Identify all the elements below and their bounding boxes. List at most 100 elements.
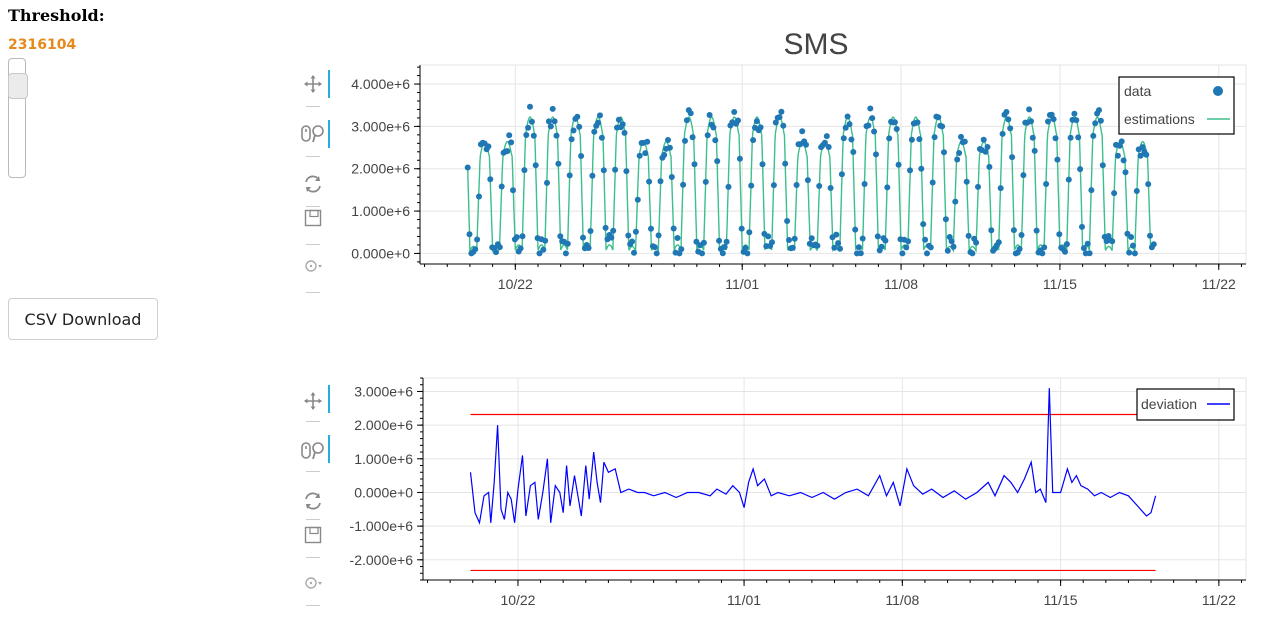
data-point	[882, 237, 889, 244]
csv-download-button[interactable]: CSV Download	[8, 298, 158, 340]
data-point	[525, 124, 532, 131]
data-point	[621, 129, 628, 136]
data-point	[746, 229, 753, 236]
bottom-y-tick-label: 1.000e+6	[354, 451, 413, 467]
data-point	[920, 221, 927, 228]
data-point	[931, 134, 938, 141]
data-point	[476, 193, 482, 200]
top-y-tick-label: 3.000e+6	[351, 118, 410, 134]
toolbar-divider	[306, 605, 320, 606]
data-point	[988, 227, 995, 234]
save-icon[interactable]	[298, 204, 328, 232]
hover-icon[interactable]	[298, 569, 328, 597]
data-point	[719, 250, 726, 257]
data-point	[1033, 227, 1040, 234]
data-point	[1080, 245, 1087, 252]
top-y-tick-label: 1.000e+6	[351, 203, 410, 219]
data-point	[924, 250, 930, 257]
wheel-zoom-icon[interactable]	[298, 120, 328, 148]
deviation-line	[469, 388, 1157, 525]
data-point	[608, 234, 615, 241]
top-x-tick-label: 11/01	[725, 276, 759, 292]
hover-icon[interactable]	[298, 252, 328, 280]
data-point	[735, 117, 741, 124]
data-point	[562, 250, 569, 257]
data-point	[757, 124, 764, 131]
data-point	[984, 144, 991, 150]
data-point	[918, 165, 925, 172]
reset-icon[interactable]	[298, 487, 328, 515]
data-point	[748, 182, 755, 189]
data-point	[648, 225, 654, 232]
data-point	[564, 240, 571, 247]
data-point	[644, 138, 651, 145]
data-point	[496, 244, 503, 251]
pan-active-indicator	[328, 385, 330, 413]
data-point	[545, 118, 552, 125]
data-point	[958, 133, 964, 140]
data-point	[716, 237, 723, 244]
data-point	[1139, 144, 1146, 151]
data-point	[1133, 188, 1140, 194]
save-icon[interactable]	[298, 521, 328, 549]
data-point	[466, 231, 473, 238]
data-point	[954, 156, 961, 163]
data-point	[867, 105, 874, 112]
data-point	[527, 103, 533, 110]
data-point	[689, 134, 696, 141]
data-point	[975, 183, 981, 190]
data-point	[493, 249, 499, 256]
data-point	[942, 216, 949, 223]
data-point	[738, 225, 745, 232]
top-y-tick-label: 4.000e+6	[351, 76, 410, 92]
wheel-zoom-icon[interactable]	[298, 437, 328, 465]
pan-icon[interactable]	[298, 387, 328, 415]
data-point	[956, 150, 963, 156]
data-point	[821, 139, 828, 146]
data-point	[1028, 118, 1034, 125]
data-point	[568, 136, 575, 143]
data-point	[939, 123, 946, 130]
data-point	[557, 233, 564, 240]
data-point	[570, 127, 577, 134]
top-chart-axes: 10/22 11/01 11/08 11/15 11/22 0.000e+0 1.000e+…	[351, 65, 1246, 292]
bottom-y-tick-label: 2.000e+6	[354, 417, 413, 433]
data-point	[865, 122, 872, 129]
legend-label-deviation: deviation	[1141, 396, 1197, 412]
reset-icon[interactable]	[298, 170, 328, 198]
bottom-plot-frame	[422, 377, 1247, 581]
data-point	[595, 119, 602, 126]
data-point	[846, 121, 853, 128]
data-point	[725, 183, 732, 190]
threshold-slider-handle[interactable]	[8, 73, 28, 99]
legend-label-data: data	[1124, 83, 1151, 99]
top-y-tick-label: 0.000e+0	[351, 245, 410, 261]
data-point	[1079, 223, 1085, 230]
data-point	[770, 182, 777, 189]
data-point	[555, 160, 562, 167]
data-point	[1111, 190, 1118, 197]
data-point	[1092, 120, 1099, 127]
data-point	[532, 162, 539, 169]
data-point	[982, 148, 989, 155]
pan-icon[interactable]	[298, 70, 328, 98]
data-point	[1039, 250, 1046, 257]
data-point	[674, 235, 681, 241]
data-point	[1131, 250, 1138, 257]
data-point	[1097, 117, 1104, 124]
data-point	[710, 124, 717, 131]
data-point	[721, 244, 728, 250]
threshold-slider[interactable]	[8, 58, 28, 178]
data-point	[504, 148, 511, 155]
data-point	[472, 246, 479, 253]
data-point	[831, 244, 838, 251]
data-point	[700, 239, 707, 246]
top-x-tick-label: 10/22	[498, 276, 533, 292]
data-point	[1071, 110, 1078, 117]
data-point	[1143, 151, 1150, 158]
data-point	[874, 233, 881, 240]
data-point	[1130, 242, 1136, 249]
toolbar-divider	[306, 471, 320, 472]
data-point	[631, 249, 637, 256]
wheel-zoom-active-indicator	[328, 435, 330, 463]
